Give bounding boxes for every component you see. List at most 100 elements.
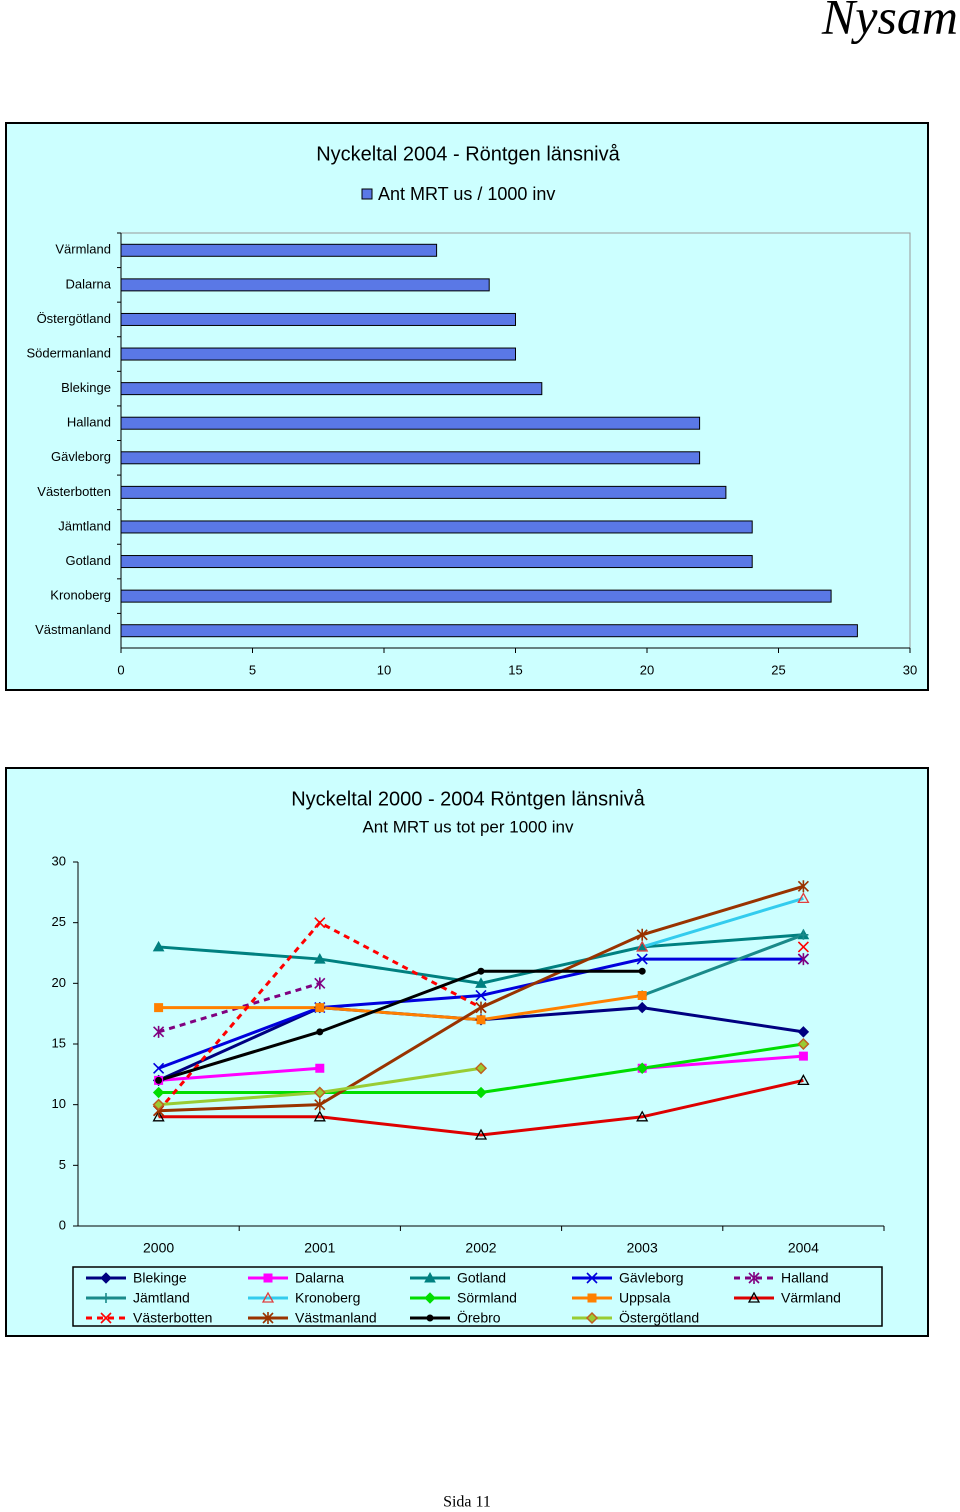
- series-line: [158, 1078, 804, 1137]
- chart-frame: [5, 122, 929, 691]
- marker: [424, 1292, 436, 1304]
- marker: [315, 1003, 325, 1013]
- legend-label: Ant MRT us / 1000 inv: [378, 184, 555, 204]
- legend-label: Gotland: [457, 1270, 506, 1286]
- marker: [636, 1062, 648, 1074]
- series-line: [641, 933, 804, 997]
- y-tick-label: Blekinge: [61, 380, 111, 395]
- chart-title: Nyckeltal 2000 - 2004 Röntgen länsnivå: [291, 788, 645, 810]
- legend-label: Blekinge: [133, 1270, 187, 1286]
- y-tick-label: Kronoberg: [50, 588, 111, 603]
- bar: [120, 520, 753, 534]
- x-tick-label: 30: [903, 662, 917, 677]
- y-tick-label: Dalarna: [65, 276, 111, 291]
- bar: [120, 589, 832, 603]
- marker: [797, 1074, 810, 1086]
- chart-title: Nyckeltal 2004 - Röntgen länsnivå: [316, 143, 620, 165]
- y-tick-label: Västerbotten: [37, 484, 111, 499]
- marker: [636, 1110, 649, 1122]
- legend-label: Jämtland: [133, 1290, 190, 1306]
- marker: [100, 1272, 112, 1284]
- x-tick-label: 2000: [143, 1240, 174, 1256]
- marker: [636, 940, 649, 952]
- bar: [120, 382, 543, 396]
- y-tick-label: 20: [52, 975, 66, 990]
- legend-swatch: [361, 188, 373, 200]
- marker: [100, 1312, 112, 1324]
- marker: [586, 1272, 598, 1284]
- series-line: [641, 896, 804, 949]
- bar: [120, 451, 701, 465]
- marker: [638, 967, 646, 975]
- bar: [120, 416, 701, 430]
- chart-subtitle: Ant MRT us tot per 1000 inv: [362, 817, 574, 836]
- legend-label: Halland: [781, 1270, 828, 1286]
- marker: [748, 1272, 760, 1284]
- x-tick-label: 20: [640, 662, 654, 677]
- marker: [152, 1086, 165, 1099]
- marker: [261, 1291, 275, 1303]
- marker: [475, 989, 487, 1002]
- chart-frame: [5, 767, 929, 1337]
- marker: [424, 1271, 436, 1283]
- marker: [314, 917, 326, 929]
- y-tick-label: Gävleborg: [51, 449, 111, 464]
- y-tick-label: 0: [59, 1217, 66, 1232]
- page-number: Sida 11: [443, 1494, 491, 1511]
- marker: [313, 1110, 326, 1122]
- marker: [474, 1128, 488, 1140]
- series-line: [158, 993, 643, 1022]
- bar: [120, 555, 753, 569]
- marker: [263, 1273, 273, 1283]
- x-tick-label: 25: [771, 662, 785, 677]
- marker: [797, 941, 809, 953]
- marker: [152, 1110, 165, 1122]
- legend-label: Västmanland: [295, 1310, 377, 1326]
- marker: [313, 953, 326, 964]
- x-tick-label: 2004: [788, 1240, 819, 1256]
- bar: [120, 485, 727, 499]
- marker: [475, 1086, 487, 1099]
- marker: [426, 1314, 434, 1322]
- legend-label: Uppsala: [619, 1290, 671, 1306]
- x-tick-label: 2002: [465, 1240, 496, 1256]
- marker: [636, 928, 648, 941]
- marker: [152, 940, 165, 952]
- marker: [314, 1098, 326, 1111]
- bar: [120, 312, 516, 326]
- marker: [798, 929, 809, 940]
- marker: [153, 1062, 165, 1074]
- legend-label: Sörmland: [457, 1290, 517, 1306]
- y-tick-label: Gotland: [65, 553, 111, 568]
- y-tick-label: 30: [52, 853, 66, 868]
- bar: [120, 347, 516, 361]
- x-tick-label: 0: [117, 662, 124, 677]
- y-tick-label: Värmland: [55, 242, 111, 257]
- marker: [587, 1293, 597, 1303]
- marker: [313, 1086, 326, 1099]
- legend-label: Gävleborg: [619, 1270, 684, 1286]
- marker: [153, 1025, 165, 1038]
- page-header: Nysam: [821, 0, 958, 44]
- x-tick-label: 15: [508, 662, 522, 677]
- marker: [155, 1076, 163, 1084]
- marker: [262, 1312, 274, 1324]
- y-tick-label: Östergötland: [37, 311, 111, 326]
- marker: [747, 1291, 761, 1303]
- marker: [797, 1026, 810, 1038]
- marker: [797, 892, 810, 904]
- marker: [585, 1311, 599, 1325]
- marker: [797, 880, 809, 893]
- y-tick-label: Västmanland: [35, 622, 111, 637]
- bar: [120, 624, 858, 638]
- y-tick-label: 5: [59, 1157, 66, 1172]
- marker: [475, 1001, 487, 1014]
- x-tick-label: 2003: [627, 1240, 658, 1256]
- marker: [101, 1293, 111, 1303]
- marker: [154, 1003, 164, 1013]
- marker: [798, 1051, 808, 1061]
- marker: [636, 953, 648, 965]
- y-tick-label: Södermanland: [26, 345, 111, 360]
- y-tick-label: 15: [52, 1035, 66, 1050]
